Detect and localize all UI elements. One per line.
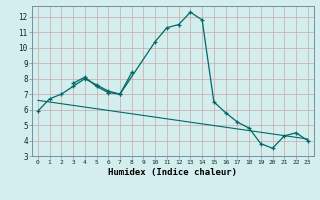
X-axis label: Humidex (Indice chaleur): Humidex (Indice chaleur): [108, 168, 237, 177]
